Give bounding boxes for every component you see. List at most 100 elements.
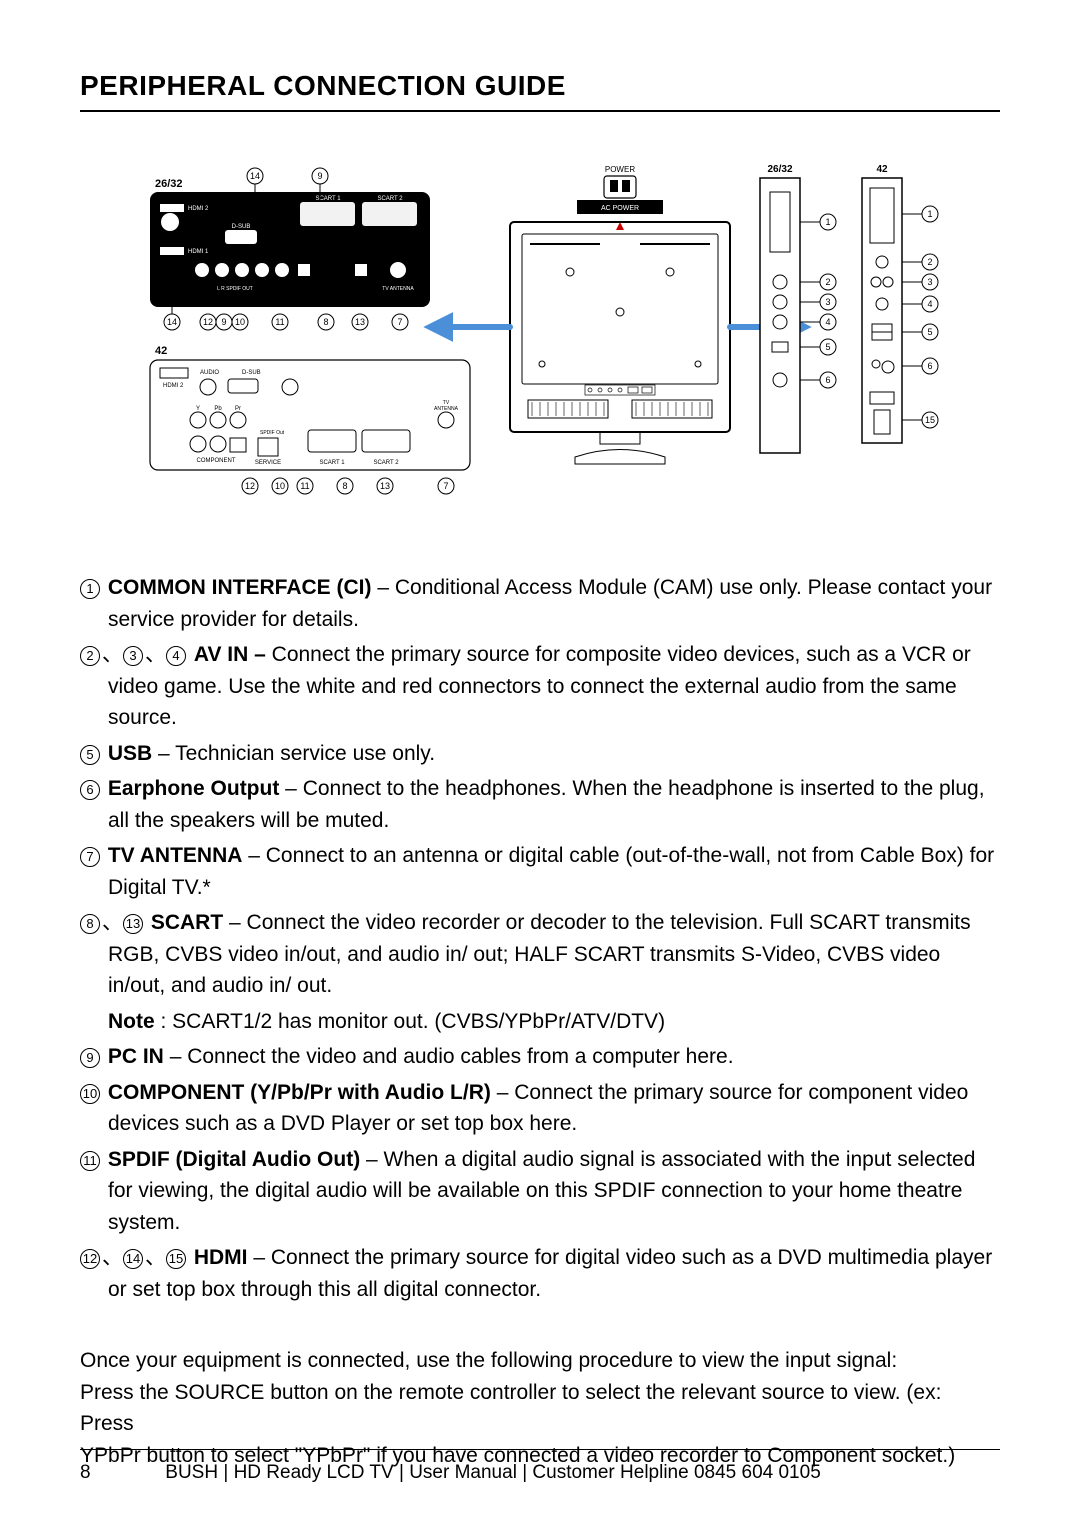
svg-text:10: 10 [275, 481, 285, 491]
svg-text:42: 42 [155, 345, 167, 357]
description-item: 5 USB – Technician service use only. [80, 738, 1000, 770]
description-item: 9 PC IN – Connect the video and audio ca… [80, 1041, 1000, 1073]
svg-text:14: 14 [167, 317, 177, 327]
page-footer: 8 BUSH | HD Ready LCD TV | User Manual |… [80, 1449, 1000, 1484]
svg-text:SCART 2: SCART 2 [373, 460, 399, 466]
svg-text:HDMI 2: HDMI 2 [163, 383, 184, 389]
svg-text:13: 13 [355, 317, 365, 327]
item-number-icon: 9 [80, 1048, 100, 1068]
description-item: 11 SPDIF (Digital Audio Out) – When a di… [80, 1144, 1000, 1239]
svg-text:8: 8 [323, 317, 328, 327]
svg-text:SCART 1: SCART 1 [315, 196, 341, 202]
svg-text:ANTENNA: ANTENNA [434, 406, 459, 412]
svg-text:9: 9 [221, 317, 226, 327]
closing-line: Press the SOURCE button on the remote co… [80, 1377, 1000, 1440]
svg-text:14: 14 [250, 171, 260, 181]
item-number-icon: 13 [123, 914, 143, 934]
item-note: Note : SCART1/2 has monitor out. (CVBS/Y… [80, 1006, 1000, 1038]
svg-text:9: 9 [317, 171, 322, 181]
svg-text:6: 6 [927, 361, 932, 371]
svg-text:1: 1 [825, 217, 830, 227]
svg-text:4: 4 [825, 317, 830, 327]
closing-line: Once your equipment is connected, use th… [80, 1345, 1000, 1377]
item-number-icon: 7 [80, 847, 100, 867]
svg-text:HDMI 1: HDMI 1 [188, 249, 209, 255]
description-item: 6 Earphone Output – Connect to the headp… [80, 773, 1000, 836]
item-number-icon: 4 [166, 646, 186, 666]
item-number-icon: 1 [80, 579, 100, 599]
item-title: TV ANTENNA [108, 844, 243, 867]
svg-text:2: 2 [927, 257, 932, 267]
svg-text:12: 12 [245, 481, 255, 491]
svg-text:Pb: Pb [214, 406, 222, 412]
svg-text:3: 3 [927, 277, 932, 287]
svg-text:D-SUB: D-SUB [232, 224, 251, 230]
item-number-icon: 12 [80, 1249, 100, 1269]
item-number-icon: 5 [80, 745, 100, 765]
item-number-icon: 6 [80, 780, 100, 800]
item-number-icon: 10 [80, 1084, 100, 1104]
item-body: – Technician service use only. [152, 742, 435, 765]
svg-text:Pr: Pr [235, 406, 241, 412]
item-number-icon: 14 [123, 1249, 143, 1269]
svg-text:AC POWER: AC POWER [601, 205, 639, 212]
svg-text:5: 5 [825, 342, 830, 352]
svg-text:4: 4 [927, 299, 932, 309]
item-body: – Connect the video and audio cables fro… [164, 1045, 734, 1068]
item-title: AV IN – [194, 643, 266, 666]
item-number-icon: 2 [80, 646, 100, 666]
page-title: PERIPHERAL CONNECTION GUIDE [80, 70, 1000, 112]
svg-text:7: 7 [443, 481, 448, 491]
svg-text:D-SUB: D-SUB [242, 370, 261, 376]
description-item: 10 COMPONENT (Y/Pb/Pr with Audio L/R) – … [80, 1077, 1000, 1140]
connection-descriptions: 1 COMMON INTERFACE (CI) – Conditional Ac… [80, 572, 1000, 1305]
svg-text:10: 10 [235, 317, 245, 327]
item-title: PC IN [108, 1045, 164, 1068]
svg-text:7: 7 [397, 317, 402, 327]
svg-text:26/32: 26/32 [767, 164, 792, 175]
svg-text:15: 15 [925, 415, 935, 425]
svg-text:L R SPDIF OUT: L R SPDIF OUT [217, 286, 253, 292]
svg-text:TV ANTENNA: TV ANTENNA [382, 286, 414, 292]
svg-text:13: 13 [380, 481, 390, 491]
item-body: – Connect the video recorder or decoder … [108, 911, 971, 997]
item-title: Earphone Output [108, 777, 280, 800]
item-title: COMMON INTERFACE (CI) [108, 576, 372, 599]
item-number-icon: 3 [123, 646, 143, 666]
svg-text:8: 8 [342, 481, 347, 491]
svg-text:2: 2 [825, 277, 830, 287]
svg-text:12: 12 [203, 317, 213, 327]
svg-text:SERVICE: SERVICE [255, 460, 281, 466]
svg-text:COMPONENT: COMPONENT [197, 458, 236, 464]
description-item: 2、3、4 AV IN – Connect the primary source… [80, 639, 1000, 734]
svg-text:AUDIO: AUDIO [200, 370, 219, 376]
item-title: SPDIF (Digital Audio Out) [108, 1148, 360, 1171]
connection-diagram: 26/32 SCART 1 SCART 2 HDMI 2 HDMI 1 D-SU… [80, 152, 1000, 512]
description-item: 7 TV ANTENNA – Connect to an antenna or … [80, 840, 1000, 903]
svg-text:SPDIF Out: SPDIF Out [260, 430, 285, 436]
item-number-icon: 11 [80, 1151, 100, 1171]
description-item: 1 COMMON INTERFACE (CI) – Conditional Ac… [80, 572, 1000, 635]
svg-text:Y: Y [196, 406, 200, 412]
footer-text: BUSH | HD Ready LCD TV | User Manual | C… [165, 1462, 820, 1483]
item-number-icon: 8 [80, 914, 100, 934]
item-number-icon: 15 [166, 1249, 186, 1269]
svg-text:POWER: POWER [605, 165, 635, 174]
svg-text:11: 11 [275, 317, 284, 327]
svg-text:SCART 1: SCART 1 [319, 460, 345, 466]
description-item: 12、14、15 HDMI – Connect the primary sour… [80, 1242, 1000, 1305]
svg-text:HDMI 2: HDMI 2 [188, 206, 209, 212]
svg-text:6: 6 [825, 375, 830, 385]
item-title: SCART [151, 911, 223, 934]
svg-text:5: 5 [927, 327, 932, 337]
item-title: USB [108, 742, 152, 765]
page-number: 8 [80, 1462, 160, 1484]
item-title: COMPONENT (Y/Pb/Pr with Audio L/R) [108, 1081, 491, 1104]
svg-text:42: 42 [876, 164, 888, 175]
svg-text:SCART 2: SCART 2 [377, 196, 403, 202]
item-title: HDMI [194, 1246, 248, 1269]
svg-text:3: 3 [825, 297, 830, 307]
svg-text:11: 11 [300, 481, 309, 491]
svg-text:1: 1 [927, 209, 932, 219]
description-item: 8、13 SCART – Connect the video recorder … [80, 907, 1000, 1002]
